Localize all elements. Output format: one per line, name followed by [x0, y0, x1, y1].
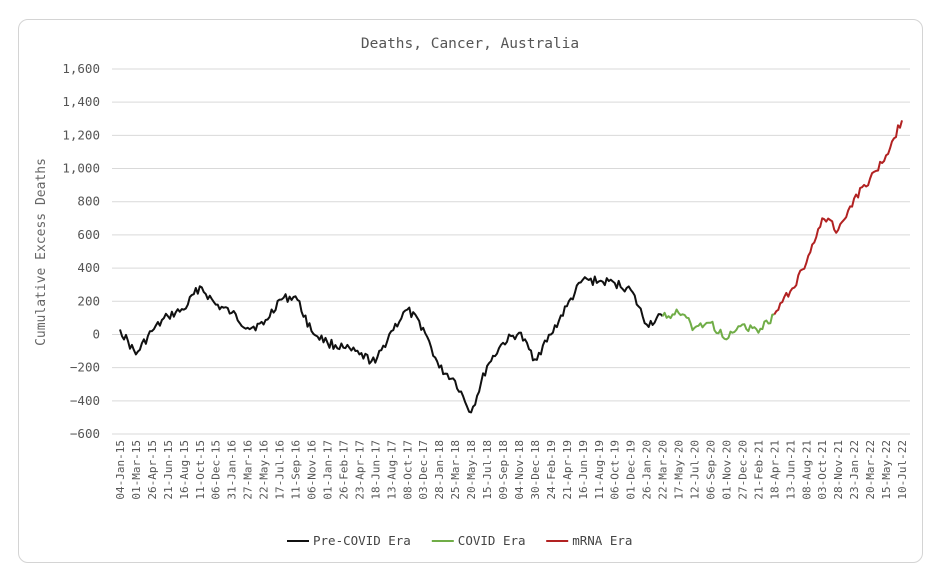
x-tick-label: 10-Jul-22 [896, 440, 909, 500]
y-tick-label: 1,200 [62, 127, 100, 142]
x-tick-label: 17-Jul-16 [274, 440, 287, 500]
x-tick-label: 26-Feb-17 [337, 440, 350, 500]
legend: Pre-COVID Era COVID Era mRNA Era [287, 533, 632, 548]
x-tick-label: 03-Oct-21 [816, 440, 829, 500]
x-tick-label: 01-Dec-19 [625, 440, 638, 500]
x-tick-label: 20-Mar-22 [864, 440, 877, 500]
x-tick-label: 06-Sep-20 [705, 440, 718, 500]
gridlines [112, 68, 910, 435]
x-tick-label: 06-Dec-15 [210, 440, 223, 500]
x-tick-label: 01-Mar-15 [130, 440, 143, 500]
x-tick-label: 06-Nov-16 [306, 440, 319, 500]
x-tick-label: 13-Jun-21 [784, 440, 797, 500]
legend-label: Pre-COVID Era [313, 533, 411, 548]
chart-title: Deaths, Cancer, Australia [361, 36, 579, 52]
x-tick-label: 18-Jun-17 [369, 440, 382, 500]
x-tick-label: 18-Apr-21 [768, 440, 781, 500]
x-tick-label: 08-Oct-17 [401, 440, 414, 500]
legend-label: COVID Era [458, 533, 526, 548]
series-lines [119, 120, 903, 414]
series-line-1 [661, 308, 775, 341]
x-tick-label: 23-Apr-17 [353, 440, 366, 500]
x-tick-label: 24-Feb-19 [545, 440, 558, 500]
chart-frame [18, 19, 923, 563]
x-tick-label: 25-Mar-18 [449, 440, 462, 500]
x-tick-label: 04-Nov-18 [513, 440, 526, 500]
y-tick-label: 1,000 [62, 161, 100, 176]
x-tick-label: 08-Aug-21 [800, 440, 813, 500]
y-tick-label: −200 [70, 360, 100, 375]
y-tick-label: −400 [70, 393, 100, 408]
x-tick-label: 11-Aug-19 [593, 440, 606, 500]
legend-label: mRNA Era [572, 533, 632, 548]
x-tick-labels: 04-Jan-15 01-Mar-15 26-Apr-15 21-Jun-15 16-A… [114, 440, 909, 500]
y-tick-label: 0 [92, 326, 100, 341]
x-tick-label: 09-Sep-18 [497, 440, 510, 500]
x-tick-label: 13-Aug-17 [385, 440, 398, 500]
x-tick-label: 30-Dec-18 [529, 440, 542, 500]
x-tick-label: 16-Jun-19 [577, 440, 590, 500]
x-tick-label: 27-Mar-16 [242, 440, 255, 500]
x-tick-label: 26-Jan-20 [641, 440, 654, 500]
y-tick-label: 1,400 [62, 94, 100, 109]
x-tick-label: 16-Aug-15 [178, 440, 191, 500]
y-tick-label: 800 [77, 194, 100, 209]
x-tick-label: 04-Jan-15 [114, 440, 127, 500]
y-tick-label: 400 [77, 260, 100, 275]
x-tick-label: 06-Oct-19 [609, 440, 622, 500]
x-tick-label: 22-Mar-20 [657, 440, 670, 500]
x-tick-label: 21-Feb-21 [752, 440, 765, 500]
y-tick-label: 600 [77, 227, 100, 242]
x-tick-label: 15-May-22 [880, 440, 893, 500]
x-tick-label: 21-Jun-15 [162, 440, 175, 500]
y-tick-label: −600 [70, 426, 100, 441]
x-tick-label: 15-Jul-18 [481, 440, 494, 500]
y-tick-label: 1,600 [62, 61, 100, 76]
x-tick-label: 28-Jan-18 [433, 440, 446, 500]
y-tick-labels: −600 −400 −200 0 200 400 600 800 1,000 1,200 1,400… [62, 61, 100, 441]
x-tick-label: 01-Jan-17 [321, 440, 334, 500]
x-tick-label: 01-Nov-20 [720, 440, 733, 500]
y-axis-label: Cumulative Excess Deaths [34, 158, 49, 346]
x-tick-label: 31-Jan-16 [226, 440, 239, 500]
x-tick-label: 12-Jul-20 [689, 440, 702, 500]
series-line-2 [773, 120, 903, 316]
x-tick-label: 21-Apr-19 [561, 440, 574, 500]
x-tick-label: 23-Jan-22 [848, 440, 861, 500]
x-tick-label: 03-Dec-17 [417, 440, 430, 500]
y-tick-label: 200 [77, 293, 100, 308]
x-tick-label: 28-Nov-21 [832, 440, 845, 500]
x-tick-label: 11-Sep-16 [290, 440, 303, 500]
x-tick-label: 20-May-18 [465, 440, 478, 500]
series-line-0 [119, 275, 664, 414]
x-tick-label: 11-Oct-15 [194, 440, 207, 500]
x-tick-label: 22-May-16 [258, 440, 271, 500]
x-tick-label: 17-May-20 [673, 440, 686, 500]
x-tick-label: 26-Apr-15 [146, 440, 159, 500]
x-tick-label: 27-Dec-20 [736, 440, 749, 500]
